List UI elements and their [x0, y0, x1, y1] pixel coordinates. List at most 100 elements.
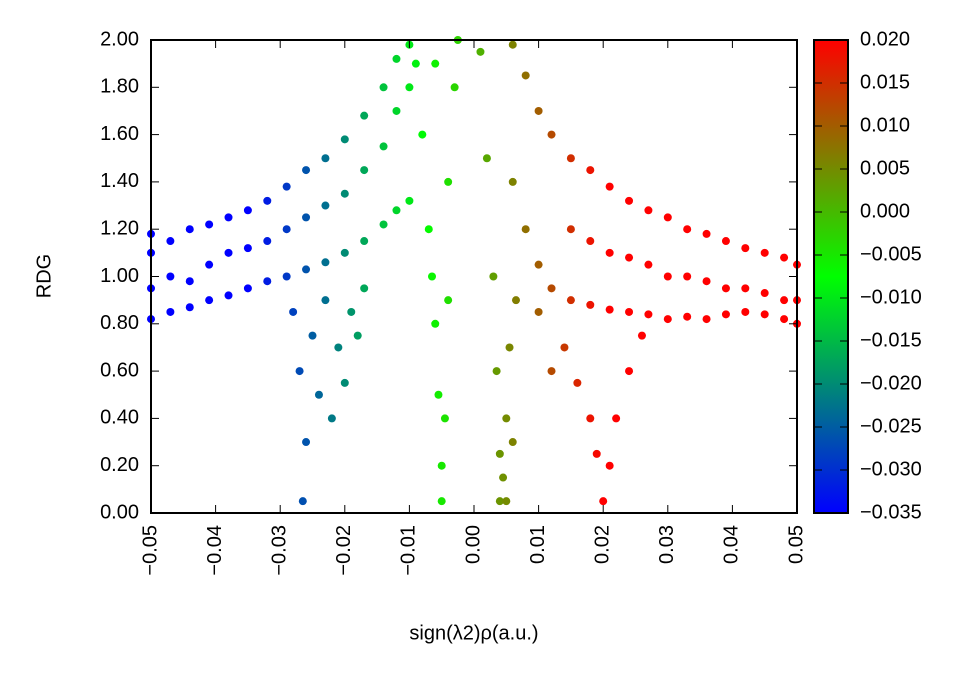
- point: [505, 343, 514, 352]
- point: [721, 310, 730, 319]
- point: [566, 225, 575, 234]
- point: [360, 111, 369, 120]
- point: [780, 315, 789, 324]
- point: [302, 438, 311, 447]
- point: [411, 59, 420, 68]
- point: [289, 307, 298, 316]
- point: [444, 296, 453, 305]
- point: [392, 106, 401, 115]
- point: [327, 414, 336, 423]
- y-tick-label: 0.80: [100, 312, 139, 334]
- point: [721, 237, 730, 246]
- point: [683, 225, 692, 234]
- colorbar-tick-label: −0.025: [860, 415, 922, 437]
- point: [508, 438, 517, 447]
- point: [302, 166, 311, 175]
- point: [321, 201, 330, 210]
- y-tick-label: 0.40: [100, 407, 139, 429]
- point: [321, 154, 330, 163]
- point: [683, 312, 692, 321]
- point: [586, 166, 595, 175]
- point: [360, 237, 369, 246]
- colorbar-tick-label: 0.020: [860, 28, 910, 50]
- point: [302, 213, 311, 222]
- point: [444, 177, 453, 186]
- point: [625, 196, 634, 205]
- point: [560, 343, 569, 352]
- x-tick-label: 0.00: [462, 525, 484, 564]
- colorbar: [813, 39, 849, 514]
- point: [166, 272, 175, 281]
- point: [605, 248, 614, 257]
- y-axis-label: RDG: [33, 254, 55, 298]
- point: [482, 154, 491, 163]
- point: [508, 40, 517, 49]
- point: [625, 367, 634, 376]
- point: [205, 296, 214, 305]
- point: [321, 296, 330, 305]
- point: [605, 182, 614, 191]
- point: [502, 414, 511, 423]
- point: [586, 237, 595, 246]
- colorbar-tick-label: −0.030: [860, 458, 922, 480]
- x-tick-label: 0.01: [527, 525, 549, 564]
- point: [282, 182, 291, 191]
- point: [605, 461, 614, 470]
- y-tick-label: 1.00: [100, 265, 139, 287]
- point: [428, 272, 437, 281]
- point: [392, 206, 401, 215]
- plot-frame: [150, 39, 798, 514]
- point: [625, 307, 634, 316]
- point: [721, 284, 730, 293]
- point: [243, 244, 252, 253]
- point: [683, 272, 692, 281]
- point: [185, 277, 194, 286]
- colorbar-tick-label: −0.015: [860, 329, 922, 351]
- x-axis-label: sign(λ2)ρ(a.u.): [409, 622, 538, 644]
- point: [340, 135, 349, 144]
- point: [379, 142, 388, 151]
- point: [702, 315, 711, 324]
- point: [644, 260, 653, 269]
- y-tick-label: 1.60: [100, 123, 139, 145]
- point: [440, 414, 449, 423]
- point: [431, 319, 440, 328]
- point: [418, 130, 427, 139]
- point: [450, 83, 459, 92]
- point: [760, 289, 769, 298]
- point: [534, 260, 543, 269]
- point: [760, 310, 769, 319]
- x-tick-label: 0.05: [785, 525, 807, 564]
- point: [431, 59, 440, 68]
- point: [405, 196, 414, 205]
- point: [592, 449, 601, 458]
- x-tick-label: −0.01: [398, 525, 420, 576]
- x-tick-label: 0.03: [656, 525, 678, 564]
- colorbar-tick-label: −0.020: [860, 372, 922, 394]
- point: [702, 277, 711, 286]
- point: [702, 229, 711, 238]
- point: [534, 307, 543, 316]
- point: [405, 83, 414, 92]
- point: [437, 461, 446, 470]
- point: [392, 54, 401, 63]
- point: [282, 225, 291, 234]
- colorbar-tick-label: 0.000: [860, 200, 910, 222]
- x-tick-label: 0.04: [721, 525, 743, 564]
- point: [360, 284, 369, 293]
- point: [741, 307, 750, 316]
- y-tick-label: 0.60: [100, 359, 139, 381]
- point: [644, 206, 653, 215]
- point: [224, 291, 233, 300]
- point: [224, 248, 233, 257]
- point: [663, 272, 672, 281]
- point: [205, 220, 214, 229]
- point: [547, 130, 556, 139]
- point: [295, 367, 304, 376]
- point: [489, 272, 498, 281]
- y-tick-label: 1.80: [100, 76, 139, 98]
- x-tick-label: −0.02: [333, 525, 355, 576]
- point: [566, 154, 575, 163]
- point: [586, 414, 595, 423]
- y-tick-label: 0.20: [100, 454, 139, 476]
